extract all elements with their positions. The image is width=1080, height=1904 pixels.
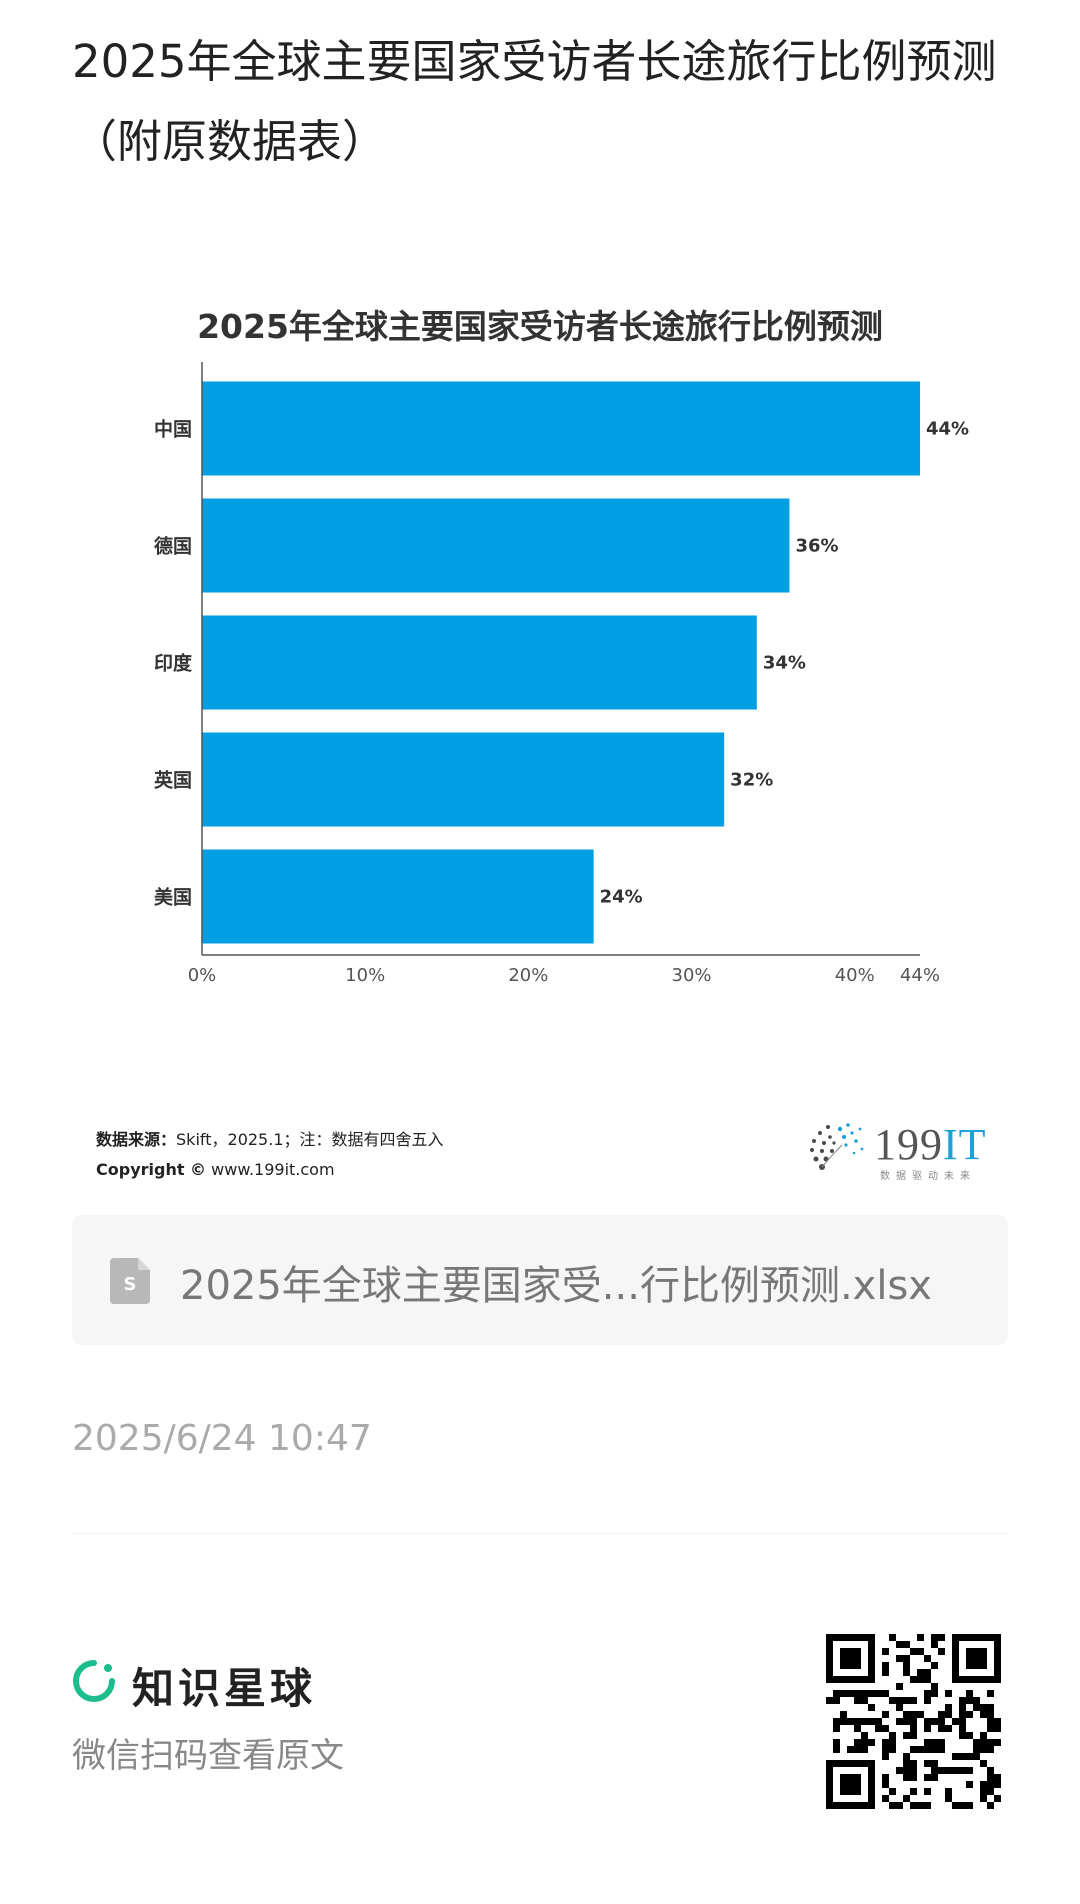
source-text: Skift，2025.1；注：数据有四舍五入 [176,1130,444,1149]
post-timestamp: 2025/6/24 10:47 [72,1418,372,1459]
bar [202,381,920,476]
x-tick-label: 44% [900,965,940,986]
bar [202,732,725,827]
dandelion-logo-icon [810,1123,864,1170]
bar [202,849,594,944]
scan-hint: 微信扫码查看原文 [72,1736,344,1776]
attachment-file-name: 2025年全球主要国家受...行比例预测.xlsx [180,1263,932,1309]
copyright-label: Copyright © [96,1160,207,1179]
site-logo: 199IT 数据驱动未来 [802,1115,1002,1185]
copyright-text: www.199it.com [211,1160,335,1179]
divider [72,1533,1008,1534]
spreadsheet-file-icon: S [110,1258,150,1304]
value-label: 36% [795,536,838,557]
svg-text:S: S [124,1274,137,1295]
category-label: 德国 [154,535,192,558]
value-label: 44% [926,419,969,440]
post-title: 2025年全球主要国家受访者长途旅行比例预测（附原数据表） [72,35,997,168]
bar [202,615,757,710]
bar [202,498,790,593]
value-label: 24% [600,887,643,908]
x-tick-label: 40% [835,965,875,986]
bar-chart: 中国 44% 德国 36% 印度 34% 英国 32% 美国 24% 0% 10% 20% 30% 40% 4… [154,362,969,986]
category-label: 印度 [154,652,193,675]
attachment-card[interactable]: S 2025年全球主要国家受...行比例预测.xlsx [72,1215,1008,1345]
category-label: 美国 [154,886,192,909]
x-tick-label: 30% [672,965,712,986]
category-label: 中国 [154,418,192,441]
x-tick-label: 0% [188,965,217,986]
planet-ring-icon [73,1660,115,1702]
value-label: 32% [730,770,773,791]
chart-title: 2025年全球主要国家受访者长途旅行比例预测 [197,307,883,346]
source-label: 数据来源： [96,1130,177,1149]
chart-image[interactable]: 2025年全球主要国家受访者长途旅行比例预测 中国 44% 德国 36% 印度 34% 英国… [72,270,1008,1190]
logo-text-number: 199 [874,1120,943,1169]
x-tick-label: 20% [508,965,548,986]
x-tick-label: 10% [345,965,385,986]
chart-source-block: 数据来源：Skift，2025.1；注：数据有四舍五入 Copyright © … [96,1125,444,1185]
qr-code-icon[interactable] [826,1634,1001,1809]
logo-text-it: IT [943,1120,987,1169]
brand-name: 知识星球 [132,1664,317,1713]
category-label: 英国 [154,769,192,792]
logo-tagline: 数据驱动未来 [880,1171,976,1182]
value-label: 34% [763,653,806,674]
